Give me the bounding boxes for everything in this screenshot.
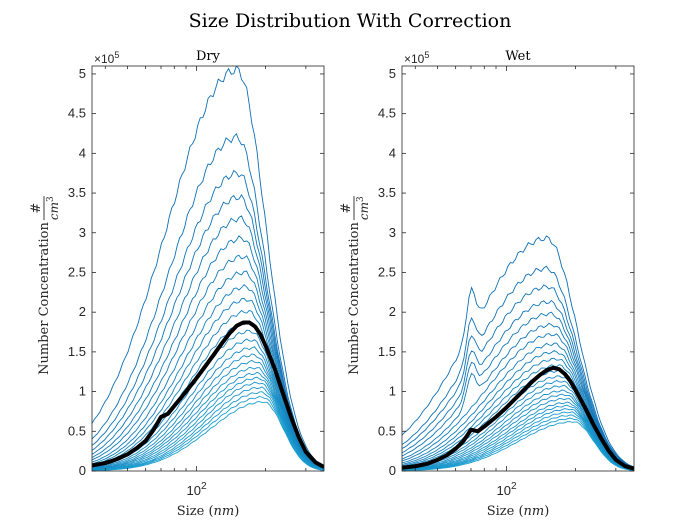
y-tick-label: 0.5 [378,423,396,438]
plot-area-frame [401,65,635,472]
series-line [92,338,324,470]
y-exponent-label: ×105 [404,50,429,66]
chart-panel-dry: 0 0.5 1 1.5 2 2.5 3 3.5 4 4.5 5 102 ×105 Dry Size (nm)… [29,49,325,519]
chart-panel-wet: 0 0.5 1 1.5 2 2.5 3 3.5 4 4.5 5 102 ×105 Wet Size (nm)… [339,49,635,519]
x-tick-label: 102 [496,481,516,498]
series-line [402,369,634,470]
y-tick-label: 4.5 [378,106,396,121]
series-line [402,397,634,471]
y-axis-label: Number Concentration # cm3 [29,196,61,375]
series-line [402,284,634,468]
x-axis-label: Size (nm) [487,504,550,519]
series-line [92,401,324,471]
y-tick-label: 0 [389,463,396,478]
svg-text:Number Concentration: Number Concentration [347,222,362,375]
y-tick-label: 4 [389,145,396,160]
series-line [402,333,634,469]
y-axis-label: Number Concentration # cm3 [339,196,371,375]
y-tick-label: 5 [79,66,86,81]
panel-title: Wet [505,49,531,64]
series-line [402,235,634,468]
series-line [402,322,634,469]
series-line [92,391,324,471]
series-line [92,346,324,470]
plot-area-frame [91,65,325,472]
series-line [92,395,324,471]
y-tick-label: 5 [389,66,396,81]
y-tick-label: 4 [79,145,86,160]
y-exponent-label: ×105 [94,50,119,66]
series-line [92,381,324,471]
series-line [402,357,634,470]
y-tick-label: 1 [389,384,396,399]
series-line [92,169,324,468]
series-line [92,353,324,470]
series-line [402,265,634,468]
y-tick-label: 2 [389,304,396,319]
series-line [92,297,324,469]
svg-text:cm3: cm3 [356,196,371,220]
y-tick-label: 2.5 [378,264,396,279]
y-tick-label: 2 [79,304,86,319]
x-axis-label: Size (nm) [177,504,240,519]
series-line [92,132,324,468]
series-line [92,193,324,468]
series-line [402,299,634,469]
series-line [92,66,324,467]
series-line [402,311,634,469]
y-tick-label: 0.5 [68,423,86,438]
svg-text:#: # [29,203,44,214]
series-group [92,66,324,471]
mean-series-line [92,320,324,469]
series-line [92,371,324,471]
series-line [402,389,634,470]
y-tick-label: 0 [79,463,86,478]
svg-text:cm3: cm3 [46,196,61,220]
series-line [402,421,634,471]
panel-title: Dry [196,49,221,64]
figure-title: Size Distribution With Correction [189,10,512,32]
series-line [92,309,324,469]
y-tick-label: 1.5 [378,344,396,359]
svg-text:Number Concentration: Number Concentration [37,222,52,375]
y-tick-label: 4.5 [68,106,86,121]
series-line [402,404,634,471]
y-tick-label: 2.5 [68,264,86,279]
y-tick-label: 3 [389,225,396,240]
series-group [402,235,634,471]
series-line [92,376,324,471]
x-tick-label: 102 [186,481,206,498]
series-line [402,411,634,471]
y-tick-label: 3.5 [378,185,396,200]
y-tick-label: 3.5 [68,185,86,200]
y-tick-label: 1.5 [68,344,86,359]
series-line [92,386,324,471]
y-tick-label: 1 [79,384,86,399]
svg-text:#: # [339,203,354,214]
series-line [402,408,634,471]
mean-series-line [402,365,634,471]
y-tick-label: 3 [79,225,86,240]
